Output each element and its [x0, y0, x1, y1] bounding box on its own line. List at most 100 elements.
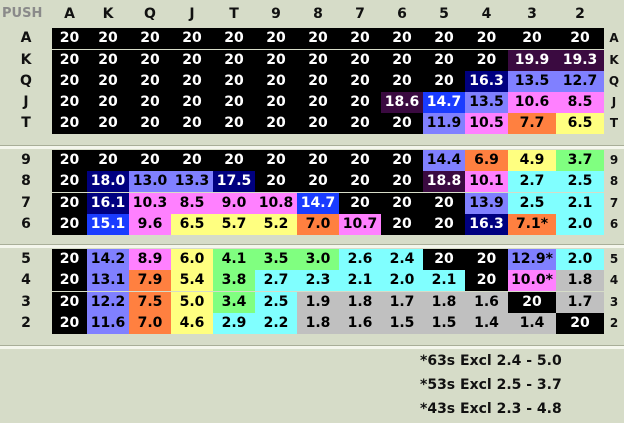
hand-cell[interactable]: 20: [171, 28, 213, 49]
hand-cell[interactable]: 20: [255, 171, 297, 192]
hand-cell[interactable]: 1.6: [339, 313, 381, 334]
hand-cell[interactable]: 6.5: [556, 113, 604, 134]
hand-cell[interactable]: 20: [129, 28, 171, 49]
hand-cell[interactable]: 9.6: [129, 214, 171, 235]
hand-cell[interactable]: 2.3: [297, 270, 339, 291]
hand-cell[interactable]: 1.8: [297, 313, 339, 334]
hand-cell[interactable]: 20: [52, 270, 87, 291]
hand-cell[interactable]: 20: [423, 214, 465, 235]
hand-cell[interactable]: 7.0: [129, 313, 171, 334]
hand-cell[interactable]: 1.5: [423, 313, 465, 334]
hand-cell[interactable]: 13.3: [171, 171, 213, 192]
hand-cell[interactable]: 20: [339, 150, 381, 171]
hand-cell[interactable]: 20: [556, 313, 604, 334]
hand-cell[interactable]: 20: [52, 313, 87, 334]
hand-cell[interactable]: 19.9: [508, 50, 556, 71]
hand-cell[interactable]: 1.8: [339, 292, 381, 313]
hand-cell[interactable]: 20: [129, 150, 171, 171]
hand-cell[interactable]: 20: [171, 113, 213, 134]
hand-cell[interactable]: 20: [423, 249, 465, 270]
hand-cell[interactable]: 20: [297, 171, 339, 192]
hand-cell[interactable]: 4.9: [508, 150, 556, 171]
hand-cell[interactable]: 20: [52, 50, 87, 71]
hand-cell[interactable]: 13.5: [465, 92, 508, 113]
hand-cell[interactable]: 2.5: [255, 292, 297, 313]
hand-cell[interactable]: 6.5: [171, 214, 213, 235]
hand-cell[interactable]: 20: [52, 71, 87, 92]
hand-cell[interactable]: 2.0: [556, 214, 604, 235]
hand-cell[interactable]: 18.0: [87, 171, 129, 192]
hand-cell[interactable]: 20: [255, 113, 297, 134]
hand-cell[interactable]: 20: [423, 71, 465, 92]
hand-cell[interactable]: 20: [129, 50, 171, 71]
hand-cell[interactable]: 20: [52, 150, 87, 171]
hand-cell[interactable]: 5.4: [171, 270, 213, 291]
hand-cell[interactable]: 13.9: [465, 193, 508, 214]
hand-cell[interactable]: 1.8: [556, 270, 604, 291]
hand-cell[interactable]: 20: [508, 292, 556, 313]
hand-cell[interactable]: 20: [129, 113, 171, 134]
hand-cell[interactable]: 2.2: [255, 313, 297, 334]
hand-cell[interactable]: 2.4: [381, 249, 423, 270]
hand-cell[interactable]: 16.3: [465, 214, 508, 235]
hand-cell[interactable]: 20: [255, 92, 297, 113]
hand-cell[interactable]: 11.6: [87, 313, 129, 334]
hand-cell[interactable]: 20: [87, 28, 129, 49]
hand-cell[interactable]: 20: [171, 92, 213, 113]
hand-cell[interactable]: 7.7: [508, 113, 556, 134]
hand-cell[interactable]: 20: [465, 50, 508, 71]
hand-cell[interactable]: 16.3: [465, 71, 508, 92]
hand-cell[interactable]: 14.7: [423, 92, 465, 113]
hand-cell[interactable]: 20: [381, 214, 423, 235]
hand-cell[interactable]: 7.0: [297, 214, 339, 235]
hand-cell[interactable]: 20: [508, 28, 556, 49]
hand-cell[interactable]: 17.5: [213, 171, 255, 192]
hand-cell[interactable]: 3.5: [255, 249, 297, 270]
hand-cell[interactable]: 20: [297, 150, 339, 171]
hand-cell[interactable]: 20: [381, 113, 423, 134]
hand-cell[interactable]: 20: [213, 113, 255, 134]
hand-cell[interactable]: 20: [87, 92, 129, 113]
hand-cell[interactable]: 4.1: [213, 249, 255, 270]
hand-cell[interactable]: 20: [52, 193, 87, 214]
hand-cell[interactable]: 20: [52, 28, 87, 49]
hand-cell[interactable]: 20: [52, 113, 87, 134]
hand-cell[interactable]: 12.2: [87, 292, 129, 313]
hand-cell[interactable]: 20: [87, 113, 129, 134]
hand-cell[interactable]: 2.0: [381, 270, 423, 291]
hand-cell[interactable]: 7.5: [129, 292, 171, 313]
hand-cell[interactable]: 20: [339, 92, 381, 113]
hand-cell[interactable]: 14.2: [87, 249, 129, 270]
hand-cell[interactable]: 14.7: [297, 193, 339, 214]
hand-cell[interactable]: 7.1*: [508, 214, 556, 235]
hand-cell[interactable]: 18.6: [381, 92, 423, 113]
hand-cell[interactable]: 20: [339, 193, 381, 214]
hand-cell[interactable]: 20: [255, 71, 297, 92]
hand-cell[interactable]: 20: [381, 28, 423, 49]
hand-cell[interactable]: 1.8: [423, 292, 465, 313]
hand-cell[interactable]: 6.9: [465, 150, 508, 171]
hand-cell[interactable]: 20: [297, 113, 339, 134]
hand-cell[interactable]: 20: [129, 92, 171, 113]
hand-cell[interactable]: 20: [213, 71, 255, 92]
hand-cell[interactable]: 20: [87, 50, 129, 71]
hand-cell[interactable]: 4.6: [171, 313, 213, 334]
hand-cell[interactable]: 2.6: [339, 249, 381, 270]
hand-cell[interactable]: 20: [339, 171, 381, 192]
hand-cell[interactable]: 10.5: [465, 113, 508, 134]
hand-cell[interactable]: 10.8: [255, 193, 297, 214]
hand-cell[interactable]: 20: [213, 92, 255, 113]
hand-cell[interactable]: 15.1: [87, 214, 129, 235]
hand-cell[interactable]: 20: [87, 150, 129, 171]
hand-cell[interactable]: 20: [52, 292, 87, 313]
hand-cell[interactable]: 20: [171, 50, 213, 71]
hand-cell[interactable]: 2.7: [508, 171, 556, 192]
hand-cell[interactable]: 10.0*: [508, 270, 556, 291]
hand-cell[interactable]: 20: [255, 50, 297, 71]
hand-cell[interactable]: 20: [339, 28, 381, 49]
hand-cell[interactable]: 20: [213, 150, 255, 171]
hand-cell[interactable]: 1.9: [297, 292, 339, 313]
hand-cell[interactable]: 20: [339, 50, 381, 71]
hand-cell[interactable]: 1.4: [508, 313, 556, 334]
hand-cell[interactable]: 20: [339, 71, 381, 92]
